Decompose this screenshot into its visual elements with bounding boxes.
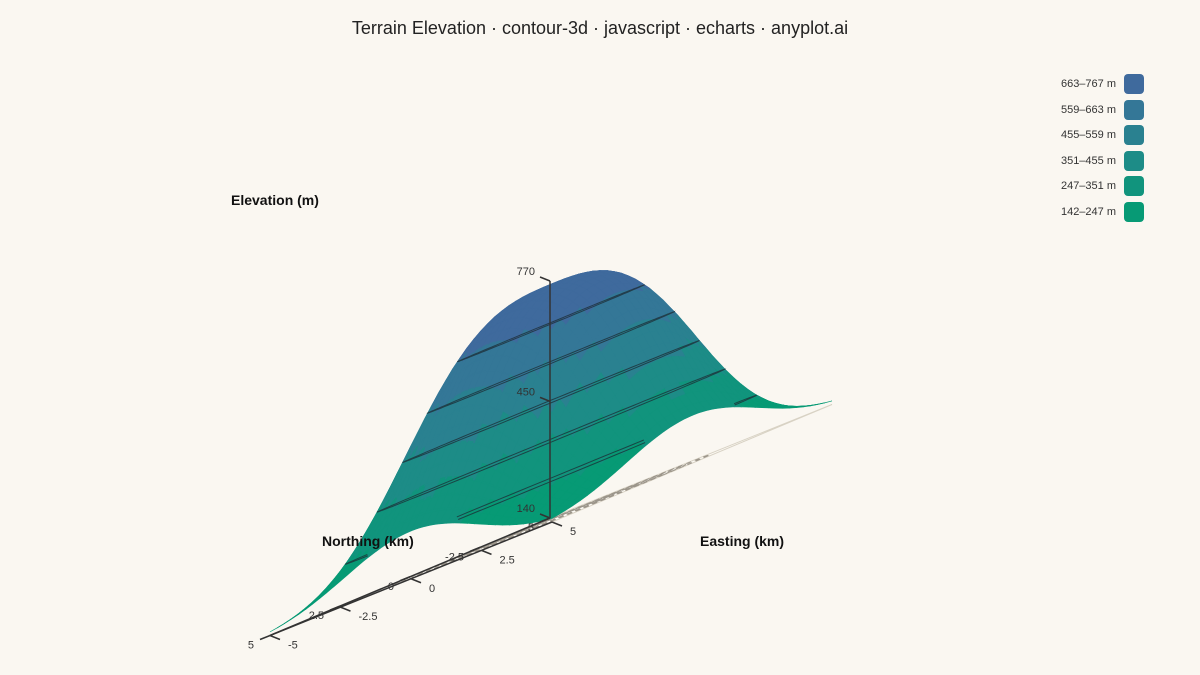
legend-swatch <box>1124 125 1144 146</box>
surface-contour-2 <box>376 368 727 513</box>
floor-contour-3 <box>439 473 663 567</box>
legend-label: 455–559 m <box>1060 129 1116 142</box>
easting-tick-mark <box>340 606 351 612</box>
easting-tick-mark <box>551 521 563 527</box>
northing-tick-mark <box>329 605 341 611</box>
easting-tick-label: -2.5 <box>359 611 378 623</box>
surface-contour-3 <box>402 340 700 463</box>
legend-swatch <box>1124 99 1144 120</box>
easting-tick-label: 5 <box>570 526 576 538</box>
legend-label: 247–351 m <box>1060 180 1116 193</box>
easting-tick-label: 2.5 <box>500 554 515 566</box>
elevation-tick-label: 140 <box>517 503 535 515</box>
easting-tick-label: 0 <box>429 583 435 595</box>
northing-tick-label: -2.5 <box>445 551 464 563</box>
northing-tick-mark <box>259 634 271 641</box>
surface-contour-4 <box>426 310 676 414</box>
easting-tick-mark <box>410 578 422 584</box>
legend-item-3[interactable]: 455–559 m <box>1060 125 1144 146</box>
northing-tick-label: 2.5 <box>309 610 324 622</box>
elevation-tick-mark <box>539 276 551 282</box>
northing-tick-mark <box>469 546 481 553</box>
elevation-tick-mark <box>539 396 551 403</box>
legend-label: 142–247 m <box>1060 205 1116 218</box>
northing-tick-label: 0 <box>388 581 394 593</box>
legend-item-4[interactable]: 351–455 m <box>1060 150 1144 171</box>
legend-swatch <box>1124 150 1144 171</box>
legend-label: 351–455 m <box>1060 154 1116 167</box>
legend-item-6[interactable]: 142–247 m <box>1060 201 1144 222</box>
legend-label: 663–767 m <box>1060 78 1116 90</box>
legend-swatch <box>1124 176 1144 197</box>
axes: -5 -2.5 0 2.5 5 -5 -2.5 0 2.5 5 140 450 770 <box>248 266 576 652</box>
easting-tick-mark <box>269 634 281 641</box>
northing-tick-mark <box>399 576 411 582</box>
y-axis-name: Northing (km) <box>322 533 414 549</box>
surface-cell <box>269 623 285 633</box>
x-axis-name: Easting (km) <box>700 533 784 549</box>
northing-tick-label: -5 <box>524 522 534 534</box>
legend-item-5[interactable]: 247–351 m <box>1060 176 1144 197</box>
northing-tick-mark <box>539 517 551 523</box>
legend-label: 559–663 m <box>1060 103 1116 116</box>
z-axis-name: Elevation (m) <box>231 192 319 208</box>
chart-title: Terrain Elevation · contour-3d · javascr… <box>351 18 849 38</box>
elevation-tick-label: 450 <box>517 386 535 398</box>
surface-contour-1 <box>344 394 758 565</box>
legend-item-2[interactable]: 559–663 m <box>1060 99 1144 120</box>
northing-tick-label: 5 <box>248 640 254 652</box>
surface-contour-5 <box>456 284 646 363</box>
elevation-tick-label: 770 <box>517 266 535 278</box>
legend-swatch <box>1124 74 1144 94</box>
legend: 663–767 m 559–663 m 455–559 m 351–455 m … <box>1061 74 1144 228</box>
legend-swatch <box>1124 201 1144 222</box>
elevation-tick-mark <box>539 513 551 519</box>
easting-tick-label: -5 <box>288 640 298 652</box>
elevation-surface[interactable] <box>269 270 833 633</box>
easting-tick-mark <box>481 549 492 556</box>
legend-item-1[interactable]: 663–767 m <box>1061 74 1144 94</box>
